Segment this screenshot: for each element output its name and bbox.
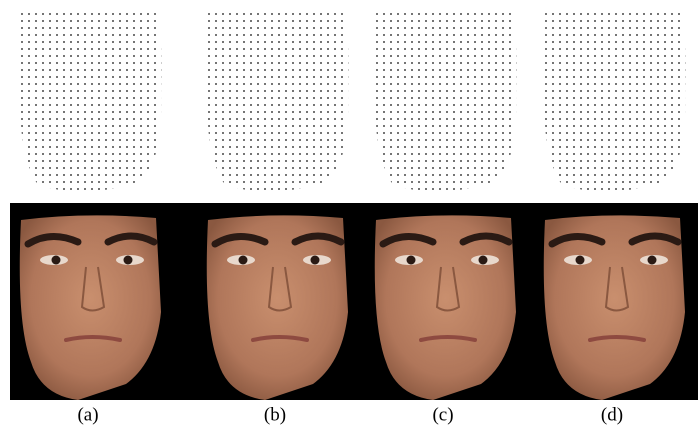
left-iris bbox=[52, 256, 61, 265]
figure: (a) (b) (c) (d) bbox=[0, 0, 698, 432]
point-cloud-clip bbox=[200, 5, 350, 200]
point-cloud bbox=[13, 5, 163, 200]
right-iris bbox=[648, 256, 657, 265]
page: (a)(b)(c)(d) (() => { const data = JSON.… bbox=[0, 0, 698, 432]
caption: (b) bbox=[264, 404, 286, 425]
right-iris bbox=[311, 256, 320, 265]
left-iris bbox=[239, 256, 248, 265]
right-iris bbox=[479, 256, 488, 265]
point-dots bbox=[537, 5, 687, 200]
left-iris bbox=[407, 256, 416, 265]
point-cloud-clip bbox=[13, 5, 163, 200]
point-dots bbox=[200, 5, 350, 200]
caption: (c) bbox=[432, 404, 453, 425]
point-cloud bbox=[368, 5, 518, 200]
point-cloud bbox=[537, 5, 687, 200]
left-iris bbox=[576, 256, 585, 265]
point-dots bbox=[13, 5, 163, 200]
point-cloud bbox=[200, 5, 350, 200]
point-cloud-clip bbox=[537, 5, 687, 200]
point-cloud-clip bbox=[368, 5, 518, 200]
caption: (d) bbox=[601, 404, 623, 425]
caption: (a) bbox=[77, 404, 98, 425]
point-dots bbox=[368, 5, 518, 200]
right-iris bbox=[124, 256, 133, 265]
